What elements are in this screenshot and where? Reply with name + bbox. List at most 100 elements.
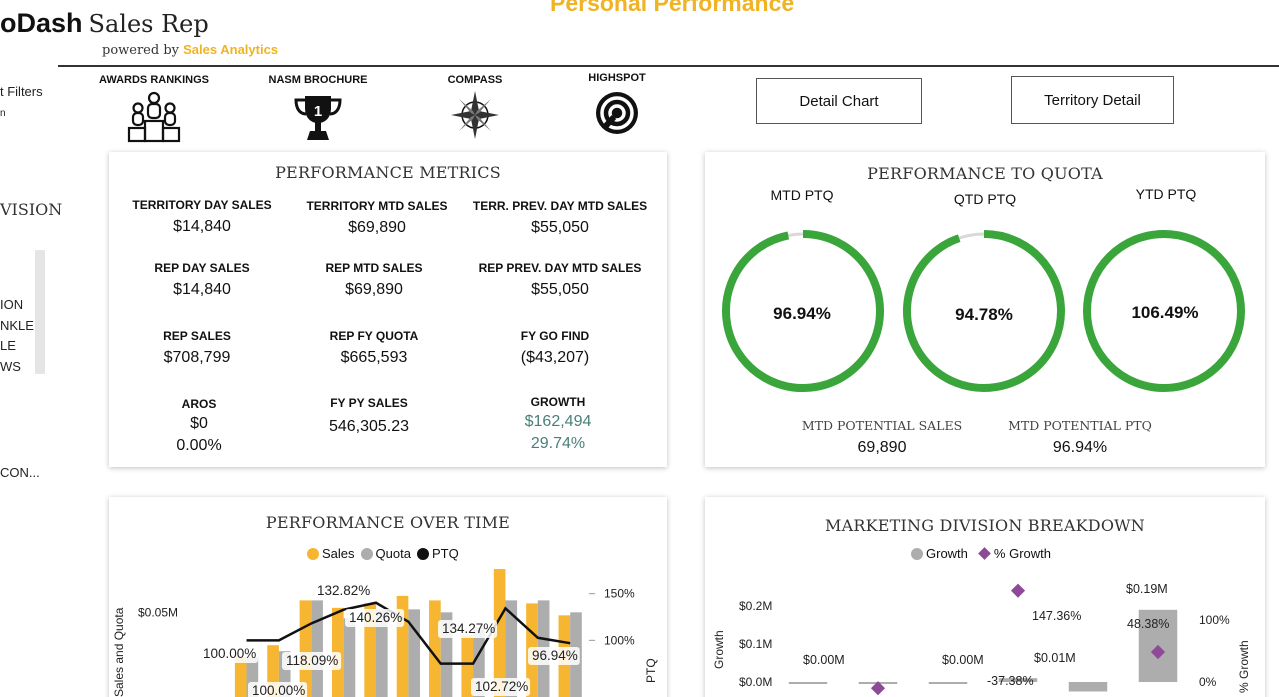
division-item[interactable]: ION	[0, 297, 24, 312]
metric-value-secondary: 29.74%	[530, 435, 586, 452]
bar-quota	[505, 600, 518, 697]
division-item-truncated[interactable]: CON...	[0, 465, 40, 480]
marker-pct-growth	[1150, 644, 1166, 660]
metric-territory-mtd-sales: TERRITORY MTD SALES $69,890	[287, 199, 467, 237]
sidebar-small-label: n	[0, 108, 6, 119]
gauge-value-mtd: 96.94%	[773, 304, 831, 323]
highspot-link[interactable]: HIGHSPOT	[557, 72, 677, 138]
trophy-icon: 1	[294, 96, 342, 140]
metric-value: $14,840	[173, 218, 231, 235]
gauge-ytd	[1083, 230, 1245, 392]
y-tick-label: $0.05M	[138, 605, 178, 619]
metric-growth: GROWTH $162,494 29.74%	[468, 395, 648, 453]
bar-growth	[788, 682, 828, 684]
legend-ptq[interactable]: PTQ	[416, 546, 459, 561]
mtd-potential-ptq: MTD POTENTIAL PTQ 96.94%	[980, 418, 1180, 457]
bar-quota	[408, 609, 421, 697]
marker-pct-growth	[1010, 583, 1026, 598]
gauge-value-qtd: 94.78%	[955, 305, 1013, 324]
metric-label: AROS	[181, 397, 217, 411]
division-item[interactable]: WS	[0, 359, 21, 374]
legend-label: Sales	[322, 546, 355, 561]
gauge-fill	[1083, 230, 1245, 392]
performance-over-time-title: PERFORMANCE OVER TIME	[265, 513, 511, 532]
bar-quota	[246, 657, 259, 697]
bar-quota	[311, 600, 323, 697]
marketing-division-chart[interactable]: Growth $0.2M $0.1M $0.0M 100% 0% % Growth $0.00…	[705, 565, 1265, 697]
metric-value: $69,890	[345, 281, 403, 298]
gauge-label-ytd: YTD PTQ	[1135, 186, 1197, 202]
mtd-potential-sales-value: 69,890	[857, 439, 907, 456]
bar-sales	[234, 657, 247, 697]
y-tick-label: $0.2M	[739, 599, 772, 613]
metric-rep-sales: REP SALES $708,799	[107, 329, 287, 367]
legend-swatch-growth	[911, 547, 923, 560]
nasm-brochure-link[interactable]: NASM BROCHURE 1	[258, 74, 378, 144]
legend-label: Growth	[926, 546, 968, 561]
metric-value: $708,799	[163, 349, 231, 366]
sidebar-scrollbar[interactable]	[35, 250, 45, 374]
metric-value: $55,050	[531, 281, 589, 298]
metric-value: 546,305.23	[328, 418, 410, 435]
y-axis-label: Sales and Quota	[112, 607, 126, 697]
data-label: 102.72%	[475, 679, 528, 694]
powered-prefix: powered by	[102, 43, 184, 58]
mtd-potential-ptq-label: MTD POTENTIAL PTQ	[1008, 418, 1152, 433]
metric-label: REP MTD SALES	[325, 261, 423, 275]
data-label: -37.38%	[987, 674, 1034, 688]
powered-brand: Sales Analytics	[183, 42, 279, 57]
highspot-icon	[596, 92, 638, 134]
bar-growth	[928, 682, 968, 684]
legend-sales[interactable]: Sales	[307, 546, 355, 561]
compass-label: COMPASS	[447, 74, 503, 86]
bar-quota	[278, 651, 291, 697]
podium-icon	[127, 91, 181, 143]
bar-quota	[343, 618, 356, 697]
bar-quota	[440, 612, 453, 697]
legend-growth[interactable]: Growth	[911, 546, 968, 561]
mtd-potential-sales: MTD POTENTIAL SALES 69,890	[782, 418, 982, 457]
data-label-bg	[438, 620, 498, 638]
gauge-fill	[722, 230, 884, 392]
y2-tick-label: 150%	[604, 587, 635, 601]
data-label-bg	[313, 582, 373, 600]
metric-value: $665,593	[340, 349, 408, 366]
legend-swatch-pct-growth	[978, 547, 991, 560]
awards-rankings-link[interactable]: AWARDS RANKINGS	[94, 74, 214, 144]
metric-label: TERRITORY MTD SALES	[306, 199, 448, 213]
metric-label: REP PREV. DAY MTD SALES	[478, 261, 642, 275]
compass-link[interactable]: COMPASS	[415, 74, 535, 140]
mtd-potential-ptq-value: 96.94%	[1052, 439, 1108, 456]
territory-detail-button[interactable]: Territory Detail	[1011, 76, 1174, 124]
bar-sales	[429, 600, 441, 697]
division-item[interactable]: LE	[0, 338, 16, 353]
metric-label: TERR. PREV. DAY MTD SALES	[472, 199, 648, 213]
detail-chart-button[interactable]: Detail Chart	[756, 78, 922, 124]
bar-growth	[1068, 682, 1108, 692]
legend-pct-growth[interactable]: % Growth	[974, 546, 1051, 561]
division-heading: VISION	[0, 200, 63, 219]
bar-quota	[473, 627, 485, 697]
marketing-division-legend: Growth % Growth	[911, 546, 1057, 561]
metric-value: $14,840	[173, 281, 231, 298]
metric-label: TERRITORY DAY SALES	[132, 198, 272, 212]
metric-value-secondary: 0.00%	[176, 437, 222, 454]
metric-value: $162,494	[524, 413, 592, 430]
gauge-value-ytd: 106.49%	[1131, 303, 1199, 322]
gauge-fill	[903, 230, 1065, 392]
performance-over-time-chart[interactable]: Sales and Quota $0.05M 150% 100% PTQ 100.00% 1…	[109, 565, 667, 697]
gauge-mtd	[722, 230, 884, 392]
compass-icon	[451, 91, 499, 139]
data-label: 118.09%	[286, 653, 338, 668]
y-axis-label: Growth	[712, 630, 726, 669]
metric-label: GROWTH	[530, 395, 586, 409]
legend-swatch-ptq	[416, 547, 429, 560]
filters-link[interactable]: t Filters	[0, 84, 43, 99]
header-divider	[58, 65, 1279, 67]
metric-value: $55,050	[531, 219, 589, 236]
data-label: $0.19M	[1126, 582, 1168, 596]
bar-quota	[375, 609, 388, 697]
legend-quota[interactable]: Quota	[360, 546, 411, 561]
division-item[interactable]: NKLE	[0, 318, 34, 333]
line-ptq	[246, 601, 571, 665]
